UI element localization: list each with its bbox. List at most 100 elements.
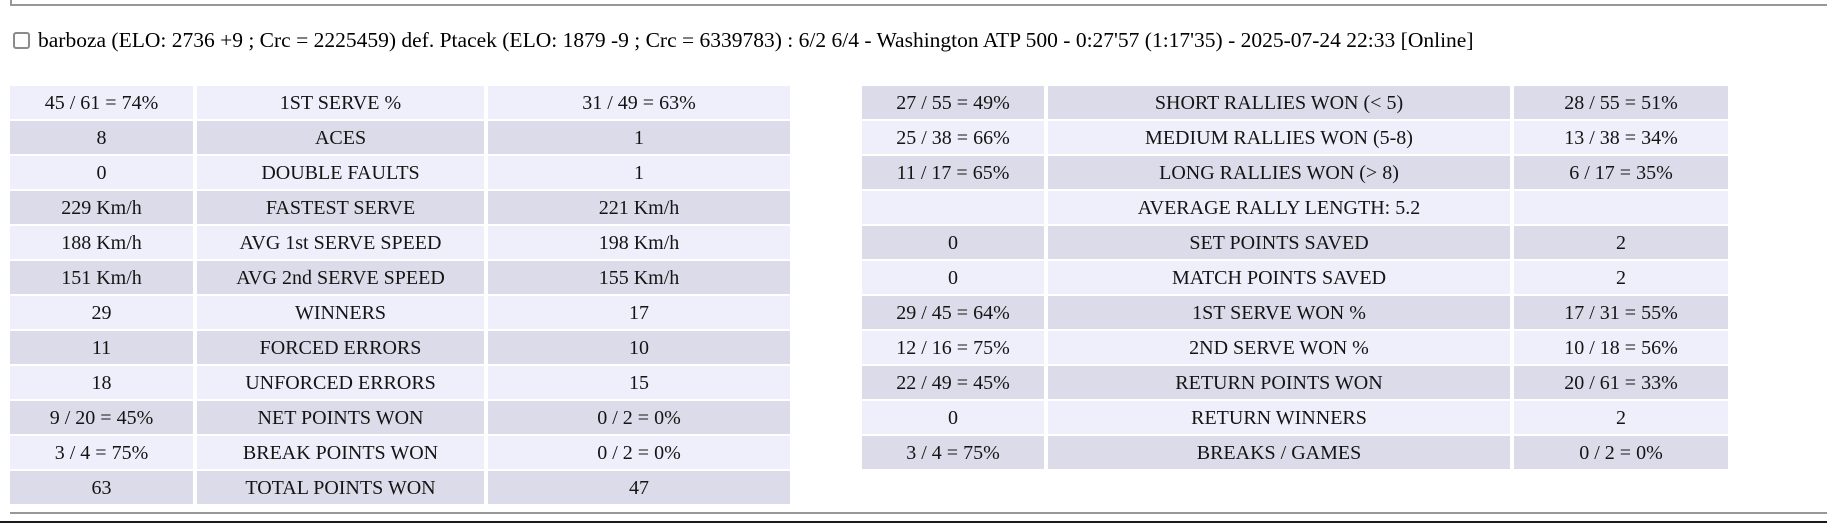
p1-value-cell: 151 Km/h bbox=[10, 261, 193, 294]
p2-value-cell: 17 bbox=[488, 296, 790, 329]
p1-value-cell: 12 / 16 = 75% bbox=[862, 331, 1044, 364]
p2-value-cell: 2 bbox=[1514, 401, 1728, 434]
p2-value-cell: 2 bbox=[1514, 226, 1728, 259]
stat-label-cell: SET POINTS SAVED bbox=[1048, 226, 1510, 259]
stat-label-cell: NET POINTS WON bbox=[197, 401, 484, 434]
stat-label-cell: RETURN POINTS WON bbox=[1048, 366, 1510, 399]
stat-label-cell: LONG RALLIES WON (> 8) bbox=[1048, 156, 1510, 189]
stat-row: 9 / 20 = 45% NET POINTS WON 0 / 2 = 0% bbox=[10, 401, 790, 434]
p2-value-cell: 155 Km/h bbox=[488, 261, 790, 294]
previous-item-border bbox=[10, 0, 1827, 6]
p2-value-cell: 221 Km/h bbox=[488, 191, 790, 224]
p2-value-cell: 31 / 49 = 63% bbox=[488, 86, 790, 119]
p1-value-cell bbox=[862, 191, 1044, 224]
p2-value-cell: 0 / 2 = 0% bbox=[488, 401, 790, 434]
stat-label-cell: FASTEST SERVE bbox=[197, 191, 484, 224]
stat-label-cell: DOUBLE FAULTS bbox=[197, 156, 484, 189]
stat-label-cell: AVG 2nd SERVE SPEED bbox=[197, 261, 484, 294]
stat-label-cell: ACES bbox=[197, 121, 484, 154]
rally-stats-table: 27 / 55 = 49% SHORT RALLIES WON (< 5) 28 /… bbox=[862, 86, 1728, 471]
match-result-header: barboza (ELO: 2736 +9 ; Crc = 2225459) d… bbox=[13, 27, 1823, 53]
p1-value-cell: 8 bbox=[10, 121, 193, 154]
stat-row: AVERAGE RALLY LENGTH: 5.2 bbox=[862, 191, 1728, 224]
p2-value-cell: 1 bbox=[488, 156, 790, 189]
stat-row: 29 / 45 = 64% 1ST SERVE WON % 17 / 31 = 55… bbox=[862, 296, 1728, 329]
next-item-border bbox=[10, 512, 1827, 514]
p1-value-cell: 25 / 38 = 66% bbox=[862, 121, 1044, 154]
stat-label-cell: 1ST SERVE % bbox=[197, 86, 484, 119]
stat-row: 29 WINNERS 17 bbox=[10, 296, 790, 329]
window-divider-rule bbox=[0, 521, 1827, 523]
stat-row: 0 RETURN WINNERS 2 bbox=[862, 401, 1728, 434]
stat-row: 27 / 55 = 49% SHORT RALLIES WON (< 5) 28 /… bbox=[862, 86, 1728, 119]
stat-row: 18 UNFORCED ERRORS 15 bbox=[10, 366, 790, 399]
stat-row: 11 / 17 = 65% LONG RALLIES WON (> 8) 6 / 1… bbox=[862, 156, 1728, 189]
match-select-checkbox[interactable] bbox=[13, 31, 30, 49]
p2-value-cell: 1 bbox=[488, 121, 790, 154]
stat-row: 0 DOUBLE FAULTS 1 bbox=[10, 156, 790, 189]
stat-label-cell: 1ST SERVE WON % bbox=[1048, 296, 1510, 329]
p1-value-cell: 18 bbox=[10, 366, 193, 399]
stat-row: 0 MATCH POINTS SAVED 2 bbox=[862, 261, 1728, 294]
stat-row: 11 FORCED ERRORS 10 bbox=[10, 331, 790, 364]
p2-value-cell: 0 / 2 = 0% bbox=[488, 436, 790, 469]
p2-value-cell: 47 bbox=[488, 471, 790, 504]
stat-row: 0 SET POINTS SAVED 2 bbox=[862, 226, 1728, 259]
stat-row: 22 / 49 = 45% RETURN POINTS WON 20 / 61 = … bbox=[862, 366, 1728, 399]
p1-value-cell: 27 / 55 = 49% bbox=[862, 86, 1044, 119]
stat-label-cell: FORCED ERRORS bbox=[197, 331, 484, 364]
p1-value-cell: 45 / 61 = 74% bbox=[10, 86, 193, 119]
p2-value-cell: 198 Km/h bbox=[488, 226, 790, 259]
p1-value-cell: 11 / 17 = 65% bbox=[862, 156, 1044, 189]
stat-label-cell: UNFORCED ERRORS bbox=[197, 366, 484, 399]
stat-row: 8 ACES 1 bbox=[10, 121, 790, 154]
stat-label-cell: RETURN WINNERS bbox=[1048, 401, 1510, 434]
stat-row: 229 Km/h FASTEST SERVE 221 Km/h bbox=[10, 191, 790, 224]
p2-value-cell: 10 bbox=[488, 331, 790, 364]
serve-stats-table: 45 / 61 = 74% 1ST SERVE % 31 / 49 = 63% 8 AC… bbox=[10, 86, 790, 506]
p1-value-cell: 3 / 4 = 75% bbox=[862, 436, 1044, 469]
stat-label-cell: BREAK POINTS WON bbox=[197, 436, 484, 469]
p1-value-cell: 188 Km/h bbox=[10, 226, 193, 259]
p1-value-cell: 11 bbox=[10, 331, 193, 364]
stat-label-cell: BREAKS / GAMES bbox=[1048, 436, 1510, 469]
p1-value-cell: 22 / 49 = 45% bbox=[862, 366, 1044, 399]
p1-value-cell: 63 bbox=[10, 471, 193, 504]
p2-value-cell: 17 / 31 = 55% bbox=[1514, 296, 1728, 329]
p2-value-cell: 10 / 18 = 56% bbox=[1514, 331, 1728, 364]
p1-value-cell: 9 / 20 = 45% bbox=[10, 401, 193, 434]
p1-value-cell: 29 bbox=[10, 296, 193, 329]
p1-value-cell: 0 bbox=[862, 226, 1044, 259]
stat-label-cell: 2ND SERVE WON % bbox=[1048, 331, 1510, 364]
stat-label-cell: MEDIUM RALLIES WON (5-8) bbox=[1048, 121, 1510, 154]
stat-label-cell: AVERAGE RALLY LENGTH: 5.2 bbox=[1048, 191, 1510, 224]
stat-row: 12 / 16 = 75% 2ND SERVE WON % 10 / 18 = 56… bbox=[862, 331, 1728, 364]
p2-value-cell: 13 / 38 = 34% bbox=[1514, 121, 1728, 154]
stat-row: 151 Km/h AVG 2nd SERVE SPEED 155 Km/h bbox=[10, 261, 790, 294]
p1-value-cell: 0 bbox=[862, 261, 1044, 294]
stat-row: 188 Km/h AVG 1st SERVE SPEED 198 Km/h bbox=[10, 226, 790, 259]
stat-row: 25 / 38 = 66% MEDIUM RALLIES WON (5-8) 13 … bbox=[862, 121, 1728, 154]
stat-label-cell: MATCH POINTS SAVED bbox=[1048, 261, 1510, 294]
match-result-text: barboza (ELO: 2736 +9 ; Crc = 2225459) d… bbox=[38, 28, 1474, 52]
stat-row: 3 / 4 = 75% BREAKS / GAMES 0 / 2 = 0% bbox=[862, 436, 1728, 469]
p2-value-cell: 2 bbox=[1514, 261, 1728, 294]
p2-value-cell: 0 / 2 = 0% bbox=[1514, 436, 1728, 469]
p2-value-cell: 20 / 61 = 33% bbox=[1514, 366, 1728, 399]
stat-label-cell: SHORT RALLIES WON (< 5) bbox=[1048, 86, 1510, 119]
p1-value-cell: 3 / 4 = 75% bbox=[10, 436, 193, 469]
stat-label-cell: AVG 1st SERVE SPEED bbox=[197, 226, 484, 259]
stat-label-cell: WINNERS bbox=[197, 296, 484, 329]
p1-value-cell: 0 bbox=[10, 156, 193, 189]
p2-value-cell: 28 / 55 = 51% bbox=[1514, 86, 1728, 119]
p2-value-cell bbox=[1514, 191, 1728, 224]
stat-label-cell: TOTAL POINTS WON bbox=[197, 471, 484, 504]
p2-value-cell: 15 bbox=[488, 366, 790, 399]
p1-value-cell: 229 Km/h bbox=[10, 191, 193, 224]
stat-row: 3 / 4 = 75% BREAK POINTS WON 0 / 2 = 0% bbox=[10, 436, 790, 469]
p1-value-cell: 0 bbox=[862, 401, 1044, 434]
stat-row: 45 / 61 = 74% 1ST SERVE % 31 / 49 = 63% bbox=[10, 86, 790, 119]
stat-row: 63 TOTAL POINTS WON 47 bbox=[10, 471, 790, 504]
p1-value-cell: 29 / 45 = 64% bbox=[862, 296, 1044, 329]
